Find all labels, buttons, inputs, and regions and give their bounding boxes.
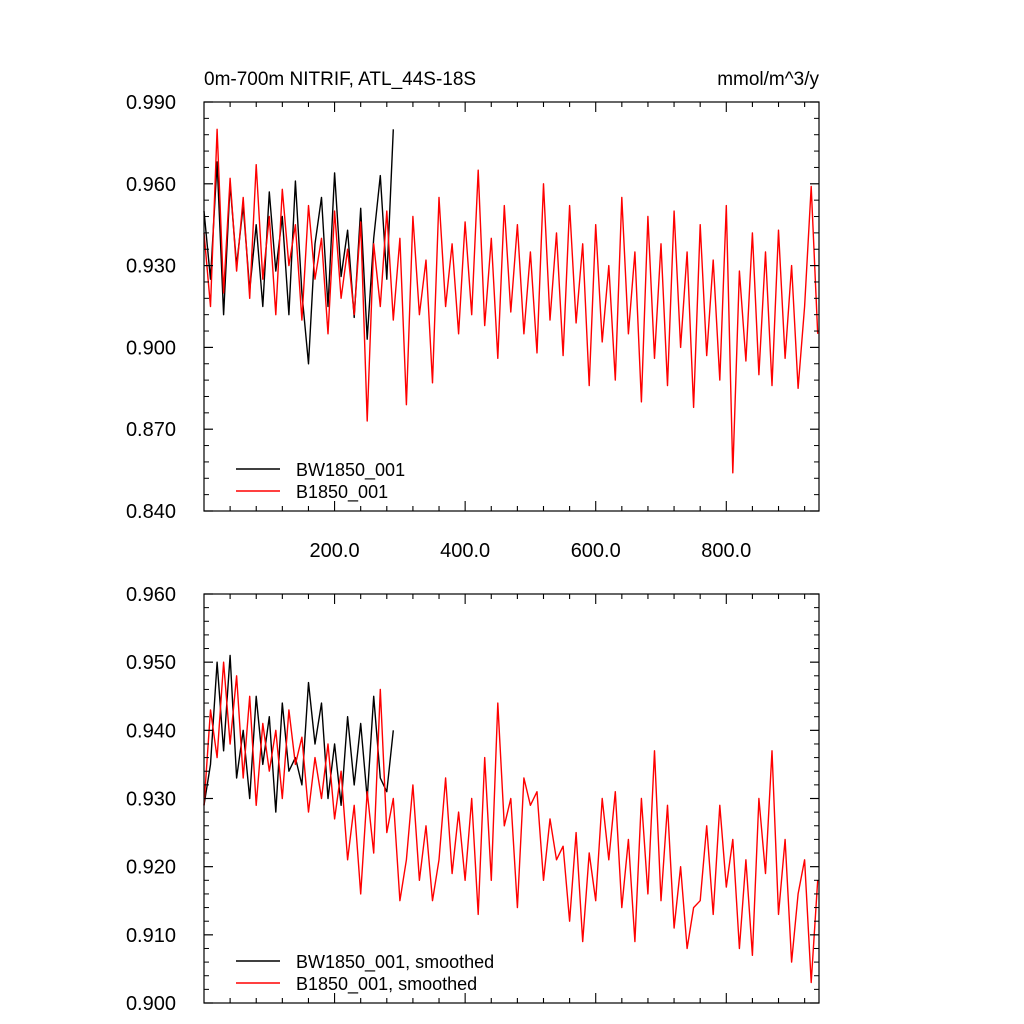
top-series-line-0 [203,129,394,365]
bottom-series-line-0 [203,654,394,813]
top-xtick-label: 600.0 [571,540,621,562]
bottom-ytick-label: 0.940 [126,720,176,742]
top-ytick-label: 0.840 [126,501,176,523]
top-plot-frame [203,101,820,512]
bottom-legend: BW1850_001, smoothed B1850_001, smoothed [236,952,494,995]
top-ytick-label: 0.900 [126,337,176,359]
top-series-group [203,128,819,474]
top-series-line-1 [203,128,819,474]
legend-label-bw1850: BW1850_001 [296,460,405,481]
top-ticks: 0.840 0.870 0.900 0.930 0.960 0.990 200.0 400.0… [126,92,819,562]
top-legend: BW1850_001 B1850_001 [236,460,405,503]
bottom-series-line-1 [203,661,819,984]
top-ytick-label: 0.930 [126,256,176,278]
bottom-ytick-label: 0.910 [126,925,176,947]
legend-label-bw1850-smoothed: BW1850_001, smoothed [296,952,494,973]
top-ytick-label: 0.870 [126,419,176,441]
bottom-ytick-label: 0.960 [126,584,176,606]
bottom-panel: 0.900 0.910 0.920 0.930 0.940 0.950 0.960 BW18… [126,584,820,1015]
bottom-series-group [203,654,819,984]
bottom-ticks: 0.900 0.910 0.920 0.930 0.940 0.950 0.960 [126,584,819,1015]
top-ytick-label: 0.990 [126,92,176,114]
top-ytick-label: 0.960 [126,174,176,196]
legend-label-b1850-smoothed: B1850_001, smoothed [296,974,477,995]
bottom-ytick-label: 0.900 [126,993,176,1015]
top-title: 0m-700m NITRIF, ATL_44S-18S [204,69,476,90]
bottom-ytick-label: 0.920 [126,857,176,879]
bottom-ytick-label: 0.930 [126,789,176,811]
legend-label-b1850: B1850_001 [296,482,388,503]
top-xtick-label: 800.0 [701,540,751,562]
top-xtick-label: 400.0 [440,540,490,562]
bottom-ytick-label: 0.950 [126,652,176,674]
top-units: mmol/m^3/y [717,69,819,90]
top-panel: 0m-700m NITRIF, ATL_44S-18S mmol/m^3/y 0… [126,69,820,562]
top-xtick-label: 200.0 [310,540,360,562]
